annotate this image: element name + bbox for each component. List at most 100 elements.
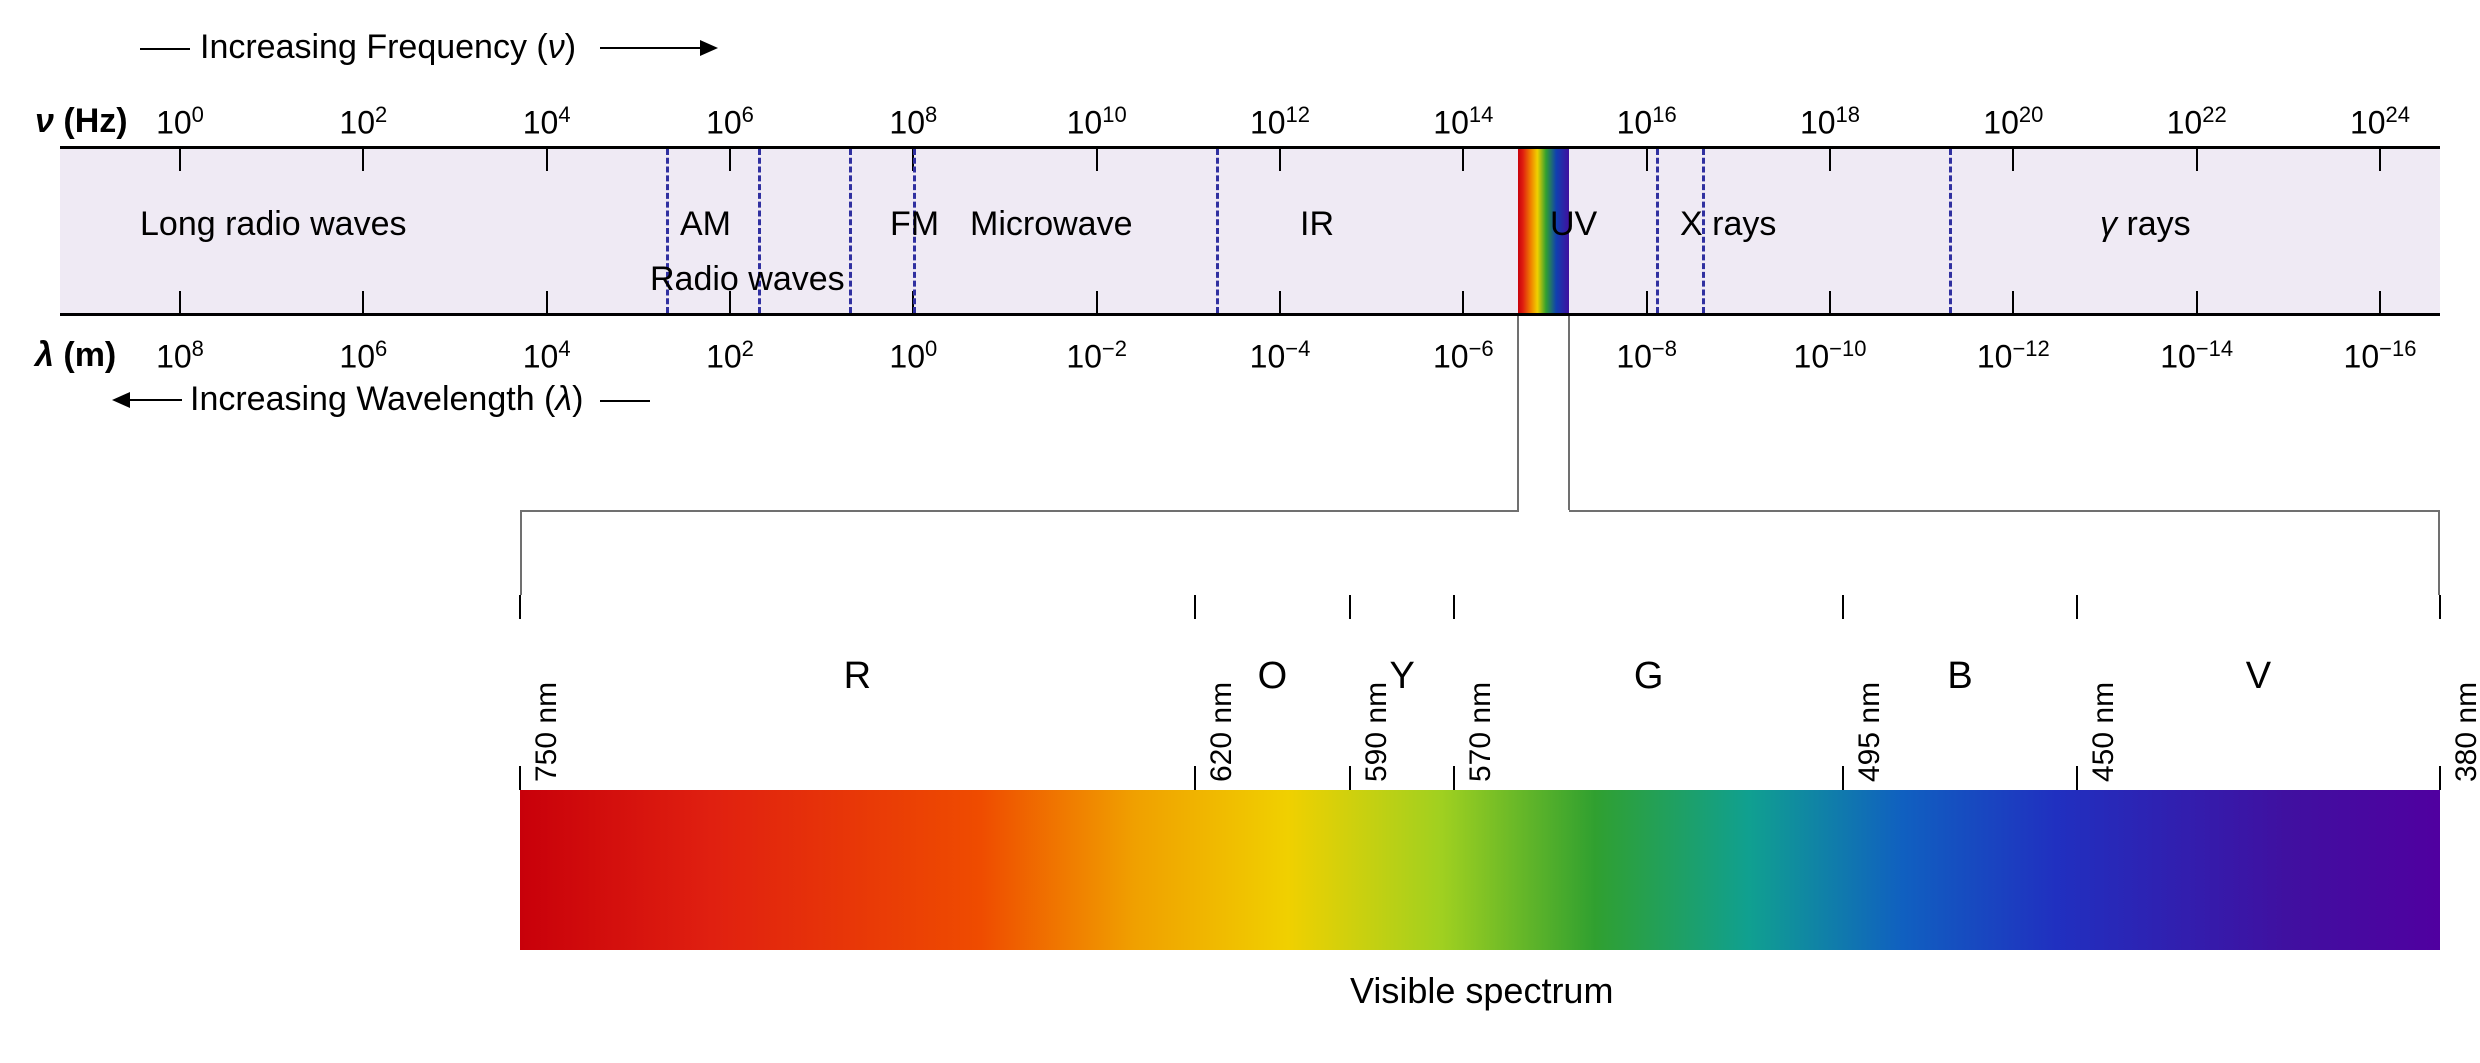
visible-letter-R: R	[844, 655, 871, 698]
freq-tickmark-10	[1096, 149, 1098, 171]
freq-tick-14: 1014	[1433, 102, 1493, 142]
wave-tick-8: 108	[156, 336, 204, 376]
freq-tickmark-bottom-20	[2012, 291, 2014, 313]
wavelength-axis-label: λ (m)	[35, 336, 116, 375]
wave-arrow-line-right	[600, 400, 650, 402]
freq-tick-18: 1018	[1800, 102, 1860, 142]
wave-tick--2: 10−2	[1066, 336, 1127, 376]
connector-v-top-left	[1517, 316, 1519, 510]
freq-tick-6: 106	[706, 102, 754, 142]
wave-tick--14: 10−14	[2160, 336, 2233, 376]
freq-tickmark-14	[1462, 149, 1464, 171]
region-label-ir: IR	[1300, 205, 1334, 244]
freq-tick-22: 1022	[2167, 102, 2227, 142]
region-divider-2	[849, 149, 852, 313]
freq-tickmark-bottom-10	[1096, 291, 1098, 313]
freq-tickmark-22	[2196, 149, 2198, 171]
visible-nm-label-570: 570 nm	[1464, 682, 1498, 782]
region-divider-5	[1656, 149, 1659, 313]
freq-tickmark-bottom-18	[1829, 291, 1831, 313]
freq-tickmark-bottom-12	[1279, 291, 1281, 313]
freq-tick-10: 1010	[1067, 102, 1127, 142]
visible-tick-bot-570	[1453, 766, 1455, 790]
region-label-x-rays: X rays	[1680, 205, 1776, 244]
freq-tickmark-bottom-4	[546, 291, 548, 313]
region-label-γ-rays: γ rays	[2100, 205, 2191, 244]
freq-tickmark-6	[729, 149, 731, 171]
connector-v-bot-left	[520, 510, 522, 595]
visible-tick-bot-380	[2439, 766, 2441, 790]
freq-tick-20: 1020	[1983, 102, 2043, 142]
freq-tickmark-20	[2012, 149, 2014, 171]
wave-tick--8: 10−8	[1616, 336, 1677, 376]
freq-tickmark-0	[179, 149, 181, 171]
visible-spectrum-caption: Visible spectrum	[1350, 970, 1613, 1012]
visible-tick-bot-620	[1194, 766, 1196, 790]
visible-letter-Y: Y	[1389, 655, 1414, 698]
wave-tick--10: 10−10	[1794, 336, 1867, 376]
wave-tick--16: 10−16	[2344, 336, 2417, 376]
wave-tick-4: 104	[523, 336, 571, 376]
connector-h-right	[1569, 510, 2440, 512]
connector-v-bot-right	[2438, 510, 2440, 595]
freq-tickmark-bottom-22	[2196, 291, 2198, 313]
freq-tickmark-16	[1646, 149, 1648, 171]
visible-tick-bot-590	[1349, 766, 1351, 790]
visible-tick-top-495	[1842, 595, 1844, 619]
visible-tick-top-620	[1194, 595, 1196, 619]
visible-letter-G: G	[1634, 655, 1664, 698]
freq-tickmark-4	[546, 149, 548, 171]
freq-tick-0: 100	[156, 102, 204, 142]
freq-tickmark-bottom-14	[1462, 291, 1464, 313]
wave-tick-2: 102	[706, 336, 754, 376]
visible-nm-label-620: 620 nm	[1205, 682, 1239, 782]
visible-tick-top-590	[1349, 595, 1351, 619]
wave-tick-6: 106	[339, 336, 387, 376]
freq-tick-12: 1012	[1250, 102, 1310, 142]
wave-tick--4: 10−4	[1250, 336, 1311, 376]
freq-tick-2: 102	[339, 102, 387, 142]
visible-nm-label-450: 450 nm	[2087, 682, 2121, 782]
wave-tick-0: 100	[889, 336, 937, 376]
connector-v-top-right	[1568, 316, 1570, 510]
visible-tick-bot-750	[519, 766, 521, 790]
freq-tickmark-12	[1279, 149, 1281, 171]
visible-tick-top-570	[1453, 595, 1455, 619]
freq-tick-4: 104	[523, 102, 571, 142]
region-label-microwave: Microwave	[970, 205, 1132, 244]
region-label-long-radio-waves: Long radio waves	[140, 205, 407, 244]
freq-tick-8: 108	[889, 102, 937, 142]
region-label-am: AM	[680, 205, 731, 244]
visible-tick-top-750	[519, 595, 521, 619]
freq-tickmark-bottom-24	[2379, 291, 2381, 313]
visible-tick-bot-450	[2076, 766, 2078, 790]
increasing-frequency-label: Increasing Frequency (ν)	[200, 28, 576, 67]
freq-tickmark-18	[1829, 149, 1831, 171]
wavelength-arrow-left-icon	[112, 388, 192, 412]
freq-tickmark-bottom-2	[362, 291, 364, 313]
region-divider-4	[1216, 149, 1219, 313]
em-spectrum-diagram: Increasing Frequency (ν)ν (Hz)1001021041…	[20, 20, 2460, 1040]
visible-letter-O: O	[1258, 655, 1288, 698]
visible-tick-top-380	[2439, 595, 2441, 619]
region-label-radio-waves: Radio waves	[650, 260, 845, 299]
freq-tick-24: 1024	[2350, 102, 2410, 142]
region-label-uv: UV	[1550, 205, 1597, 244]
visible-tick-bot-495	[1842, 766, 1844, 790]
freq-arrow-line-left	[140, 48, 190, 50]
visible-tick-top-450	[2076, 595, 2078, 619]
visible-nm-label-380: 380 nm	[2450, 682, 2480, 782]
freq-arrow-right-icon	[600, 36, 720, 60]
freq-tickmark-24	[2379, 149, 2381, 171]
freq-tickmark-bottom-16	[1646, 291, 1648, 313]
wave-tick--12: 10−12	[1977, 336, 2050, 376]
freq-tickmark-bottom-0	[179, 291, 181, 313]
visible-letter-V: V	[2246, 655, 2271, 698]
increasing-wavelength-label: Increasing Wavelength (λ)	[190, 380, 583, 419]
visible-spectrum-bar	[520, 790, 2440, 950]
region-label-fm: FM	[890, 205, 939, 244]
freq-tickmark-2	[362, 149, 364, 171]
visible-nm-label-750: 750 nm	[530, 682, 564, 782]
region-divider-7	[1949, 149, 1952, 313]
freq-tick-16: 1016	[1617, 102, 1677, 142]
